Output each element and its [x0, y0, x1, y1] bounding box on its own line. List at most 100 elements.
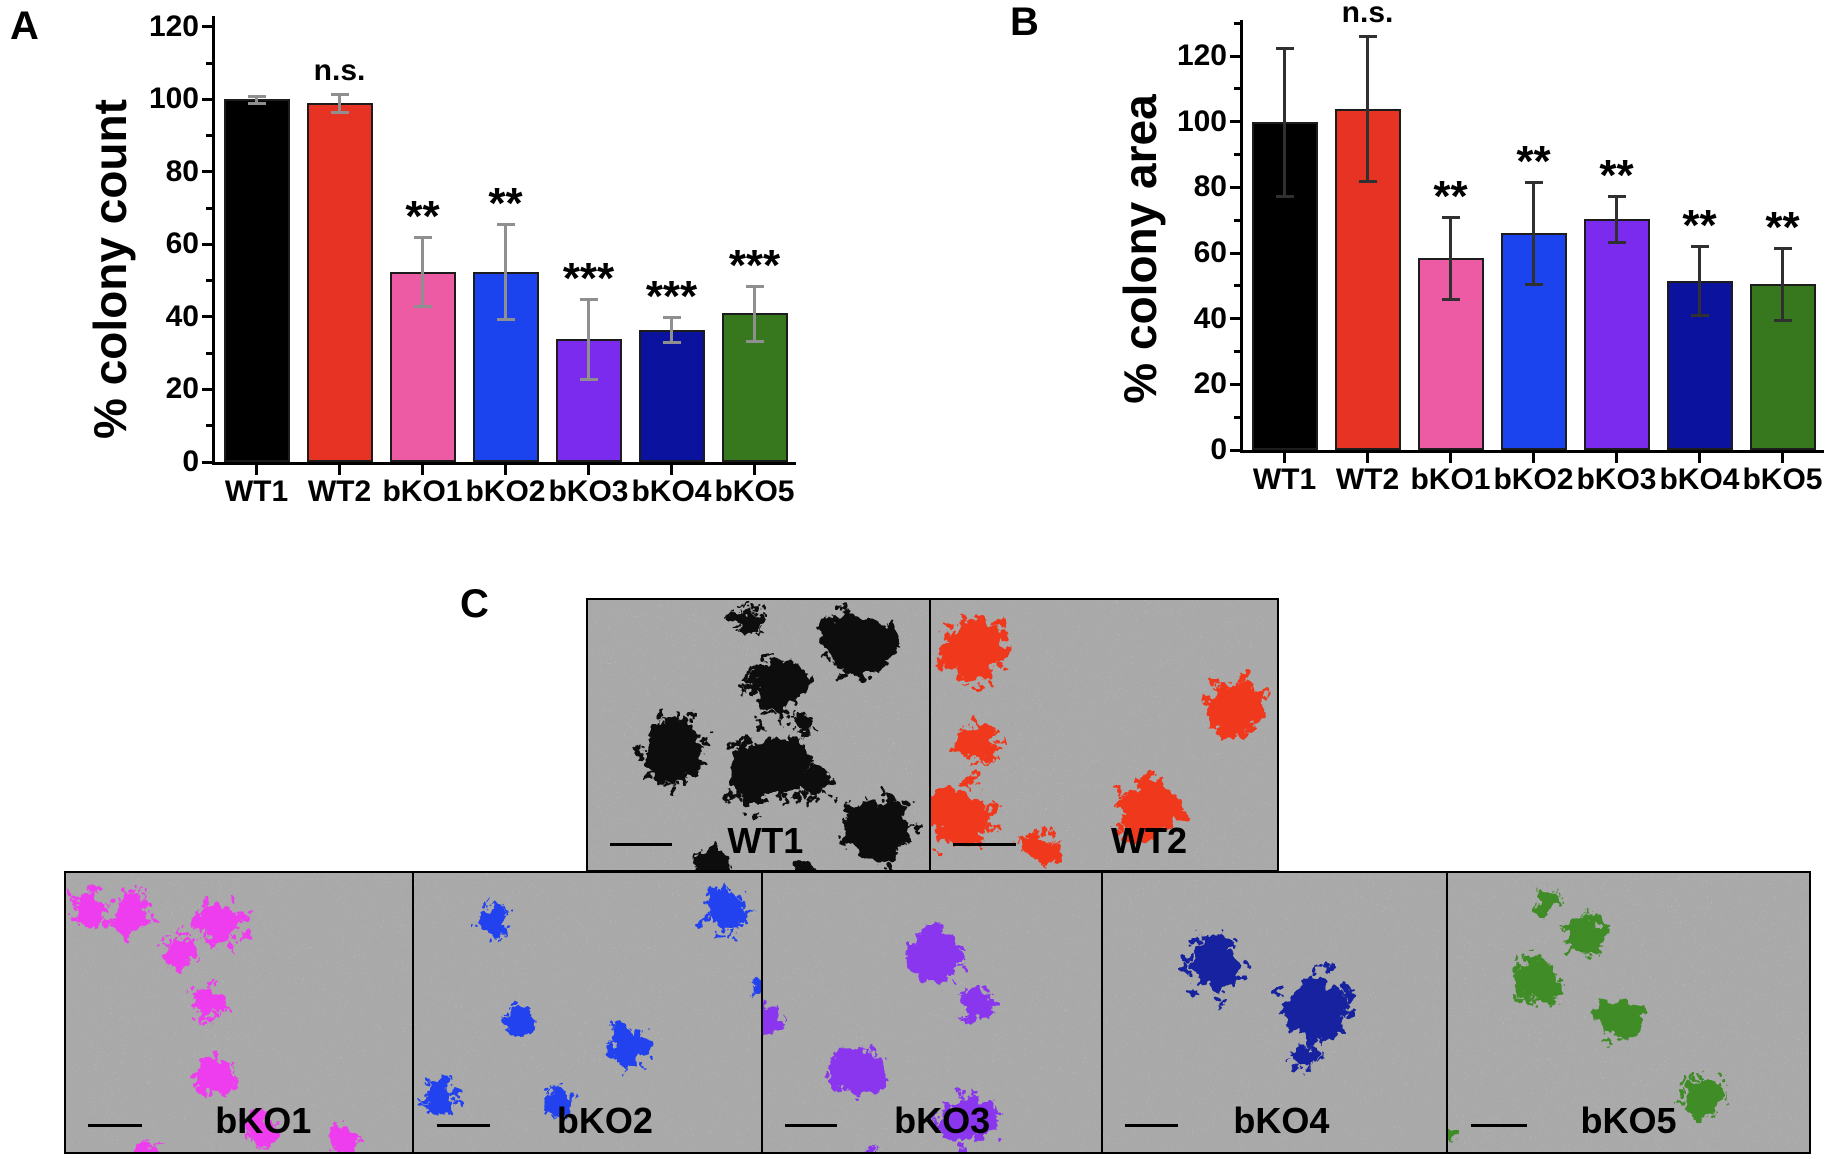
bar-bKO4	[638, 329, 705, 462]
x-label-WT1: WT1	[1252, 463, 1317, 496]
panel-c-label: C	[460, 582, 489, 626]
micrograph-image-bko5	[1448, 873, 1809, 1152]
y-axis-line	[212, 16, 215, 465]
significance-bKO5: **	[1765, 203, 1800, 253]
y-tick-100	[1230, 120, 1243, 124]
y-minor-tick-50	[206, 279, 215, 283]
bar-WT2	[306, 103, 373, 462]
error-cap-bottom-bKO2	[496, 317, 515, 321]
y-minor-tick-50	[1234, 284, 1243, 288]
error-cap-top-bKO1	[413, 236, 432, 240]
y-tick-label-60: 60	[165, 227, 199, 261]
significance-WT2: n.s.	[313, 53, 366, 87]
y-minor-tick-110	[1234, 87, 1243, 91]
significance-WT2: n.s.	[1341, 0, 1394, 30]
significance-bKO5: ***	[728, 241, 781, 291]
error-bar-WT1	[255, 95, 258, 104]
y-minor-tick-130	[1234, 21, 1243, 25]
micrograph-image-wt1	[588, 600, 929, 870]
significance-bKO3: **	[1599, 150, 1634, 200]
bar-bKO3	[555, 338, 622, 462]
y-tick-60	[202, 242, 215, 246]
error-cap-top-WT2	[1358, 35, 1377, 39]
y-minor-tick-70	[1234, 218, 1243, 222]
y-tick-label-60: 60	[1193, 236, 1227, 270]
x-axis-line	[212, 462, 796, 465]
y-tick-40	[202, 315, 215, 319]
y-tick-label-120: 120	[148, 9, 199, 43]
significance-bKO2: **	[1516, 137, 1551, 187]
bar-WT1	[223, 99, 290, 462]
y-tick-80	[1230, 185, 1243, 189]
x-label-bKO1: bKO1	[382, 475, 463, 508]
x-axis-line	[1240, 450, 1824, 453]
y-minor-tick-30	[1234, 350, 1243, 354]
micrograph-image-bko2	[414, 873, 761, 1152]
y-tick-120	[202, 25, 215, 29]
y-tick-label-80: 80	[1193, 170, 1227, 204]
error-cap-bottom-bKO5	[745, 339, 764, 343]
significance-bKO3: ***	[562, 253, 615, 303]
y-tick-label-100: 100	[1176, 104, 1227, 138]
micrograph-image-bko1	[66, 873, 412, 1152]
y-tick-label-40: 40	[165, 299, 199, 333]
x-label-bKO5: bKO5	[1742, 463, 1823, 496]
bar-bKO3	[1583, 218, 1650, 450]
error-cap-bottom-bKO1	[1441, 298, 1460, 301]
error-bar-bKO5	[753, 286, 756, 341]
micrograph-label: bKO5	[1580, 1100, 1677, 1142]
x-label-bKO3: bKO3	[1576, 463, 1657, 496]
x-label-bKO5: bKO5	[714, 475, 795, 508]
micrograph-image-bko4	[1103, 873, 1446, 1152]
scale-bar	[610, 843, 672, 846]
x-tick-bKO2	[504, 465, 507, 475]
x-label-bKO4: bKO4	[1659, 463, 1740, 496]
colony-area-bar-chart: 0 20 40 60 80 100 120 WT1 WT2 n.s. bKO1 ** bKO2 ** bKO…	[1177, 0, 1824, 496]
micrograph-label: WT2	[1110, 819, 1187, 861]
micrograph-wt2: WT2	[929, 598, 1279, 872]
error-bar-bKO2	[1532, 182, 1535, 285]
micrograph-label: WT1	[727, 819, 804, 861]
y-tick-label-40: 40	[1193, 301, 1227, 335]
scale-bar	[1471, 1124, 1528, 1128]
error-cap-top-bKO3	[579, 297, 598, 301]
error-bar-bKO5	[1781, 248, 1784, 321]
x-label-bKO4: bKO4	[631, 475, 712, 508]
x-tick-bKO3	[587, 465, 590, 475]
micrograph-label: bKO2	[556, 1100, 653, 1142]
x-tick-WT2	[338, 465, 341, 475]
micrograph-label: bKO3	[894, 1100, 991, 1142]
micrograph-image-wt2	[931, 600, 1277, 870]
x-tick-WT2	[1366, 453, 1369, 463]
micrograph-bko4: bKO4	[1101, 871, 1448, 1154]
y-tick-label-0: 0	[1210, 433, 1227, 466]
x-label-bKO2: bKO2	[1493, 463, 1574, 496]
error-bar-WT1	[1283, 47, 1286, 196]
x-tick-WT1	[255, 465, 258, 475]
x-label-bKO3: bKO3	[548, 475, 629, 508]
y-minor-tick-70	[206, 206, 215, 210]
y-tick-label-20: 20	[1193, 367, 1227, 401]
y-minor-tick-90	[206, 134, 215, 138]
error-bar-bKO2	[504, 224, 507, 319]
panel-a-label: A	[10, 4, 39, 48]
error-cap-bottom-bKO5	[1773, 319, 1792, 323]
x-tick-bKO4	[670, 465, 673, 475]
error-cap-top-WT1	[1275, 46, 1294, 50]
x-tick-bKO4	[1698, 453, 1701, 463]
y-tick-label-80: 80	[165, 154, 199, 188]
micrograph-bko3: bKO3	[761, 871, 1103, 1154]
bar-bKO5	[1749, 284, 1816, 450]
micrograph-label: bKO1	[215, 1100, 312, 1142]
y-tick-100	[202, 97, 215, 101]
x-tick-bKO1	[1449, 453, 1452, 463]
x-tick-WT1	[1283, 453, 1286, 463]
error-cap-bottom-bKO3	[1607, 240, 1626, 244]
y-tick-label-0: 0	[182, 445, 199, 478]
scale-bar	[436, 1124, 491, 1128]
scale-bar	[1125, 1124, 1179, 1128]
chart-a-y-axis-title: % colony count	[84, 99, 136, 439]
x-label-bKO1: bKO1	[1410, 463, 1491, 496]
error-cap-top-bKO5	[1773, 247, 1792, 251]
